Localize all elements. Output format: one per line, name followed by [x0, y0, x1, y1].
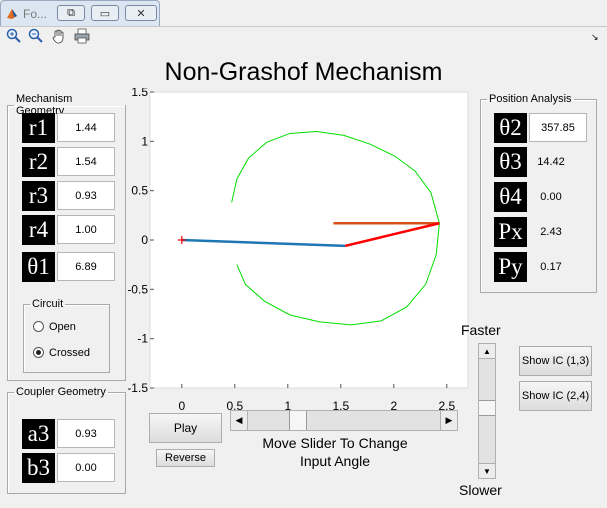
py-label: Py	[494, 252, 527, 282]
toolbar-divider	[0, 26, 607, 27]
px-value: 2.43	[540, 225, 562, 238]
play-button[interactable]: Play	[149, 413, 222, 443]
pan-hand-icon[interactable]	[51, 28, 67, 44]
theta4-label: θ4	[494, 182, 527, 212]
r4-field[interactable]: 1.00	[57, 215, 115, 244]
x-tick-label: 2.5	[438, 399, 455, 413]
r4-label: r4	[22, 215, 55, 245]
theta2-field[interactable]: 357.85	[529, 113, 587, 142]
coupler-geometry-legend: Coupler Geometry	[16, 386, 106, 398]
circuit-panel: Circuit	[23, 298, 110, 373]
matlab-logo-icon	[6, 7, 18, 19]
position-analysis-panel: Position Analysis	[480, 93, 597, 293]
coupler-geometry-panel: Coupler Geometry	[7, 386, 126, 494]
a3-label: a3	[22, 419, 55, 449]
show-ic-24-button[interactable]: Show IC (2,4)	[519, 381, 592, 411]
slider-right-arrow[interactable]: ▶	[440, 411, 457, 430]
x-tick-label: 0.5	[226, 399, 243, 413]
minimize-button[interactable]: ▭	[91, 5, 119, 21]
speed-slider[interactable]: ▲ ▼	[478, 343, 496, 479]
dock-arrow-icon[interactable]: ↘	[591, 32, 599, 42]
window-title: Fo...	[23, 7, 48, 21]
theta3-value: 14.42	[537, 155, 565, 168]
py-value: 0.17	[540, 260, 562, 273]
slider-thumb[interactable]	[289, 411, 307, 430]
minimize-icon: ▭	[99, 7, 111, 20]
theta4-value: 0.00	[540, 190, 562, 203]
x-tick-label: 0	[178, 399, 185, 413]
y-tick-label: 0	[141, 233, 148, 247]
open-radio[interactable]	[33, 321, 44, 332]
open-radio-label: Open	[49, 321, 76, 333]
page-title: Non-Grashof Mechanism	[164, 58, 443, 86]
reverse-button[interactable]: Reverse	[156, 449, 215, 467]
x-tick-label: 2	[390, 399, 397, 413]
crank-link	[181, 238, 346, 248]
coupler-curve	[231, 130, 440, 326]
close-button[interactable]: ✕	[125, 5, 157, 21]
b3-label: b3	[22, 453, 55, 483]
coupler-link	[344, 222, 440, 248]
show-ic-13-button[interactable]: Show IC (1,3)	[519, 346, 592, 376]
speed-thumb[interactable]	[479, 400, 495, 416]
r2-label: r2	[22, 147, 55, 177]
ground-pivot-marker	[177, 236, 186, 244]
x-tick-label: 1	[284, 399, 291, 413]
x-tick-label: 1.5	[332, 399, 349, 413]
px-label: Px	[494, 217, 527, 247]
position-analysis-legend: Position Analysis	[489, 93, 572, 105]
input-angle-slider[interactable]: ◀ ▶	[230, 410, 458, 431]
print-icon[interactable]	[74, 28, 90, 44]
crossed-radio[interactable]	[33, 347, 44, 358]
zoom-in-icon[interactable]	[6, 28, 22, 44]
y-tick-label: 0.5	[131, 184, 148, 198]
figure-window-tab: Fo... ⧉ ▭ ✕	[0, 0, 160, 26]
r3-field[interactable]: 0.93	[57, 181, 115, 210]
b3-field[interactable]: 0.00	[57, 453, 115, 482]
mechanism-geometry-panel: Mechanism Geometry	[7, 93, 126, 381]
r3-label: r3	[22, 181, 55, 211]
y-tick-label: -1.5	[127, 381, 148, 395]
theta1-field[interactable]: 6.89	[57, 252, 115, 281]
faster-label: Faster	[461, 322, 501, 338]
y-tick-label: -1	[137, 332, 148, 346]
restore-icon: ⧉	[67, 6, 75, 19]
theta2-label: θ2	[494, 113, 527, 143]
y-tick-label: 1.5	[131, 88, 148, 99]
restore-button[interactable]: ⧉	[57, 5, 85, 21]
close-icon: ✕	[136, 7, 146, 20]
r1-field[interactable]: 1.44	[57, 113, 115, 142]
speed-down-arrow[interactable]: ▼	[479, 463, 495, 478]
crossed-radio-label: Crossed	[49, 347, 90, 359]
slider-caption-line1: Move Slider To Change	[262, 435, 408, 451]
r2-field[interactable]: 1.54	[57, 147, 115, 176]
mechanism-plot: 0 0.5 1 1.5 2 2.5 1.5 1 0.5 0 -0.5 -1 -1.5	[127, 88, 469, 413]
y-tick-label: 1	[141, 134, 148, 148]
zoom-out-icon[interactable]	[28, 28, 44, 44]
theta3-label: θ3	[494, 147, 527, 177]
theta1-label: θ1	[22, 252, 55, 282]
speed-up-arrow[interactable]: ▲	[479, 344, 495, 359]
slider-left-arrow[interactable]: ◀	[231, 411, 248, 430]
a3-field[interactable]: 0.93	[57, 419, 115, 448]
circuit-legend: Circuit	[32, 298, 64, 310]
y-tick-label: -0.5	[127, 282, 148, 296]
slower-label: Slower	[459, 482, 502, 498]
slider-caption-line2: Input Angle	[299, 453, 371, 469]
r1-label: r1	[22, 113, 55, 143]
